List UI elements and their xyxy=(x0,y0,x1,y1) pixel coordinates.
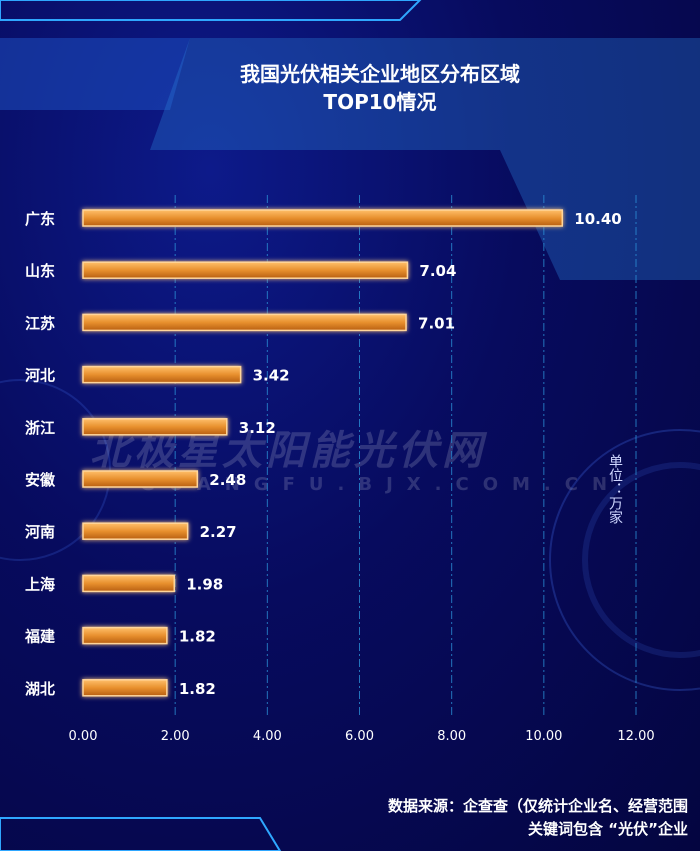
category-label: 湖北 xyxy=(25,680,55,698)
bar xyxy=(82,313,407,332)
x-tick-label: 10.00 xyxy=(525,729,562,744)
x-tick-label: 4.00 xyxy=(253,729,282,744)
x-tick-label: 0.00 xyxy=(69,729,98,744)
chart-title-line2: TOP10情况 xyxy=(323,90,437,114)
value-label: 2.48 xyxy=(209,471,246,489)
bar xyxy=(82,522,189,540)
value-label: 1.98 xyxy=(186,575,223,593)
watermark-text: 北极星太阳能光伏网 xyxy=(90,428,486,474)
bar xyxy=(82,626,168,645)
watermark-url: GUANGFU.BJX.COM.CN xyxy=(140,474,622,495)
value-label: 1.82 xyxy=(179,628,216,646)
x-tick-label: 6.00 xyxy=(345,729,374,744)
right-ring-inner xyxy=(582,462,700,658)
value-label: 7.04 xyxy=(419,262,456,280)
bar xyxy=(82,365,242,384)
x-tick-label: 2.00 xyxy=(161,729,190,744)
value-label: 3.12 xyxy=(239,419,276,437)
source-line1: 数据来源：企查查（仅统计企业名、经营范围 xyxy=(387,797,688,815)
value-label: 2.27 xyxy=(200,523,237,541)
value-label: 1.82 xyxy=(179,680,216,698)
value-label: 3.42 xyxy=(253,367,290,385)
category-label: 河北 xyxy=(25,367,55,385)
bottom-frame-line xyxy=(0,817,282,851)
bar xyxy=(82,574,175,593)
x-tick-label: 12.00 xyxy=(617,729,654,744)
chart-title-line1: 我国光伏相关企业地区分布区域 xyxy=(240,62,520,86)
value-label: 7.01 xyxy=(418,314,455,332)
bar xyxy=(82,209,564,227)
category-label: 福建 xyxy=(24,628,56,646)
bar xyxy=(82,470,199,488)
right-ring-decoration xyxy=(549,429,700,691)
top-frame-line xyxy=(0,0,422,21)
value-label: 10.40 xyxy=(574,210,621,228)
source-line2: 关键词包含 “光伏”企业 xyxy=(528,820,688,838)
category-label: 山东 xyxy=(25,262,55,280)
bar xyxy=(82,261,409,279)
category-label: 浙江 xyxy=(25,419,55,437)
bar xyxy=(82,418,228,436)
left-ring-decoration xyxy=(0,379,111,561)
unit-label: 单位：万家 xyxy=(607,454,623,524)
category-label: 河南 xyxy=(25,523,55,541)
top-left-panel xyxy=(0,38,190,110)
bar xyxy=(82,679,168,697)
category-label: 江苏 xyxy=(25,314,55,332)
category-label: 上海 xyxy=(25,575,55,593)
category-label: 广东 xyxy=(25,210,55,228)
x-tick-label: 8.00 xyxy=(437,729,466,744)
category-label: 安徽 xyxy=(25,471,56,489)
